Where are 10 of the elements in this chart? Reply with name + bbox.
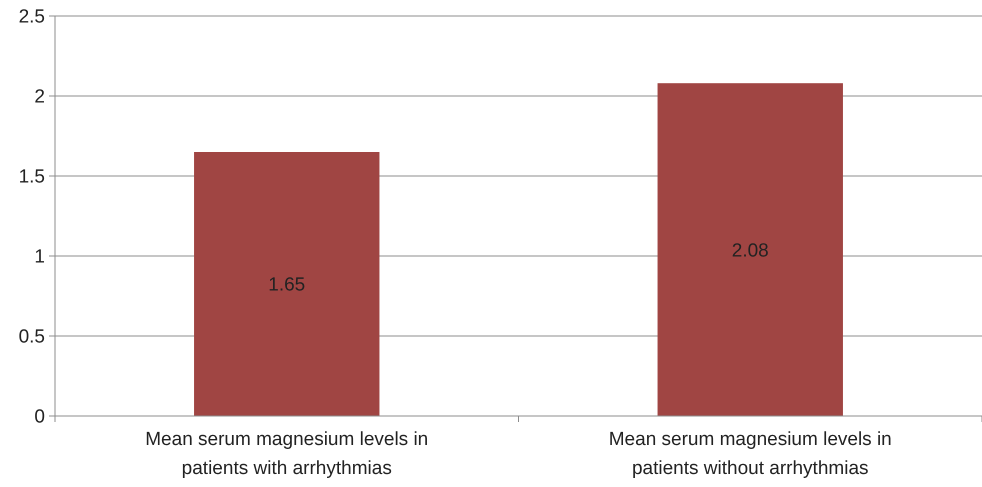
y-tick-label: 1.5 — [18, 166, 45, 188]
y-tick-label: 0 — [34, 406, 45, 428]
y-tick-label: 2.5 — [18, 6, 45, 28]
data-label: 2.08 — [732, 240, 769, 262]
data-label: 1.65 — [268, 274, 306, 296]
y-tick-label: 2 — [34, 86, 45, 108]
x-tick-label: Mean serum magnesium levels in patients without arrhythmias — [608, 429, 892, 479]
y-tick-label: 0.5 — [18, 326, 45, 348]
x-tick-label: Mean serum magnesium levels in patients with arrhythmias — [145, 429, 428, 479]
y-tick-label: 1 — [34, 246, 45, 268]
